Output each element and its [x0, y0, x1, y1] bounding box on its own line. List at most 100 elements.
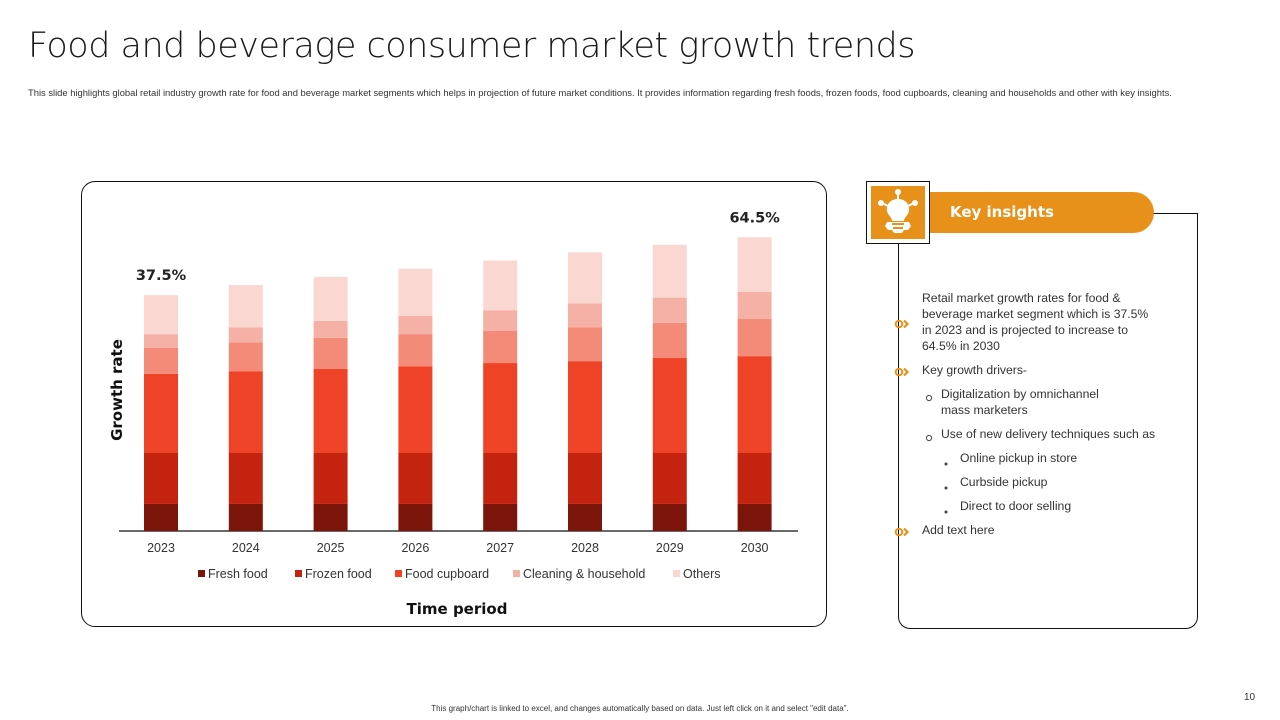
chart-card[interactable]: 2023 2024 2025 2026 2027 2028 2029 2030 37.5% 64.… — [81, 181, 827, 627]
insight-text: Direct to door selling — [960, 498, 1071, 514]
orange-chevron-bullet-icon — [894, 365, 910, 377]
insights-header-label: Key insights — [950, 203, 1054, 221]
insight-text-line: Digitalization by omnichannel — [941, 387, 1099, 401]
bar-segment-others[interactable] — [652, 244, 687, 298]
bar-segment-cleaning_household[interactable] — [568, 303, 602, 328]
bar-segment-food_cupboard[interactable] — [313, 368, 348, 454]
slide-title: Food and beverage consumer market growth… — [28, 26, 915, 66]
bar-segment-fresh_food[interactable] — [313, 503, 348, 531]
legend-label[interactable]: Frozen food — [305, 567, 372, 581]
bar-segment-frozen_food[interactable] — [313, 453, 348, 504]
bar-segment-food_cupboard[interactable] — [737, 356, 772, 454]
bar-segment-others[interactable] — [568, 252, 602, 304]
bar-segment-unlabeled[interactable] — [398, 334, 433, 367]
bar-segment-fresh_food[interactable] — [228, 503, 263, 531]
bar-segment-cleaning_household[interactable] — [483, 310, 518, 331]
bar-segment-frozen_food[interactable] — [737, 453, 772, 504]
x-tick-label: 2030 — [741, 541, 769, 555]
bar-segment-frozen_food[interactable] — [398, 453, 433, 504]
bar-segment-frozen_food[interactable] — [144, 453, 178, 504]
insight-text-line: Online pickup in store — [960, 451, 1078, 465]
bar-segment-others[interactable] — [228, 285, 263, 328]
bar-segment-frozen_food[interactable] — [652, 453, 687, 504]
bar-segment-cleaning_household[interactable] — [652, 297, 687, 323]
bar-segment-frozen_food[interactable] — [228, 453, 263, 504]
bar-segment-fresh_food[interactable] — [398, 503, 433, 531]
legend-swatch — [673, 570, 680, 577]
insight-text: Online pickup in store — [960, 450, 1077, 466]
page-number: 10 — [1244, 692, 1256, 703]
bar-segment-unlabeled[interactable] — [313, 337, 348, 369]
lightbulb-gear-icon — [878, 189, 918, 233]
footer-note: This graph/chart is linked to excel, and… — [0, 704, 1280, 713]
legend-label[interactable]: Others — [683, 567, 721, 581]
hollow-circle-bullet-icon — [925, 390, 941, 402]
x-tick-label: 2026 — [401, 541, 429, 555]
legend-label[interactable]: Cleaning & household — [523, 567, 645, 581]
bar-segment-fresh_food[interactable] — [652, 503, 687, 531]
bar-segment-fresh_food[interactable] — [737, 503, 772, 531]
insights-card — [898, 213, 1198, 629]
dot-bullet-icon — [943, 455, 959, 466]
bar-segment-cleaning_household[interactable] — [398, 315, 433, 335]
bar-segment-unlabeled[interactable] — [568, 327, 602, 362]
y-axis-title: Growth rate — [108, 339, 126, 441]
bar-segment-unlabeled[interactable] — [483, 330, 518, 364]
legend-label[interactable]: Fresh food — [208, 567, 268, 581]
insights-icon-box — [866, 181, 930, 244]
bar-segment-fresh_food[interactable] — [483, 503, 518, 531]
insight-text-line: Curbside pickup — [960, 475, 1048, 489]
insight-text: Use of new delivery techniques such as — [941, 426, 1155, 442]
bar-segment-others[interactable] — [398, 268, 433, 316]
bar-segment-fresh_food[interactable] — [568, 503, 602, 531]
insight-text-line: Direct to door selling — [960, 499, 1072, 513]
bar-segment-food_cupboard[interactable] — [228, 371, 263, 454]
dot-bullet-icon — [943, 503, 959, 514]
insight-text-line: mass marketers — [941, 403, 1028, 417]
insight-text-line: beverage market segment which is 37.5% — [922, 307, 1149, 321]
insight-text: Digitalization by omnichannel mass market… — [941, 386, 1099, 418]
bar-segment-food_cupboard[interactable] — [144, 373, 178, 454]
insights-header: Key insights — [928, 192, 1154, 233]
bar-segment-cleaning_household[interactable] — [228, 327, 263, 343]
orange-chevron-bullet-icon — [894, 525, 910, 537]
bar-segment-food_cupboard[interactable] — [652, 358, 687, 454]
stacked-bar-chart[interactable]: 2023 2024 2025 2026 2027 2028 2029 2030 37.5% 64.… — [82, 182, 828, 628]
data-label: 37.5% — [136, 268, 187, 284]
legend-swatch — [295, 570, 302, 577]
insight-text-line: in 2023 and is projected to increase to — [922, 323, 1128, 337]
insight-text-line: 64.5% in 2030 — [922, 339, 1000, 353]
orange-chevron-bullet-icon — [894, 317, 910, 329]
insight-text-line: Key growth drivers- — [922, 363, 1027, 377]
bar-segment-food_cupboard[interactable] — [483, 363, 518, 454]
bar-segment-others[interactable] — [737, 237, 772, 292]
bar-segment-cleaning_household[interactable] — [144, 334, 178, 348]
bar-segment-frozen_food[interactable] — [568, 453, 602, 504]
bar-segment-food_cupboard[interactable] — [568, 361, 602, 454]
insight-text-line: Add text here — [922, 523, 995, 537]
bar-segment-unlabeled[interactable] — [144, 347, 178, 374]
insight-text: Key growth drivers- — [922, 362, 1027, 378]
bar-segment-fresh_food[interactable] — [144, 503, 178, 531]
bar-segment-others[interactable] — [144, 295, 178, 335]
bar-segment-cleaning_household[interactable] — [737, 291, 772, 320]
x-tick-label: 2028 — [571, 541, 599, 555]
bar-segment-unlabeled[interactable] — [652, 322, 687, 359]
legend-label[interactable]: Food cupboard — [405, 567, 489, 581]
bar-segment-frozen_food[interactable] — [483, 453, 518, 504]
insight-text: Retail market growth rates for food & bev… — [922, 290, 1148, 354]
insights-card-top-border — [1150, 213, 1198, 214]
x-tick-label: 2025 — [317, 541, 345, 555]
bar-segment-others[interactable] — [313, 276, 348, 321]
x-tick-label: 2023 — [147, 541, 175, 555]
bar-segment-unlabeled[interactable] — [737, 319, 772, 357]
bar-segment-cleaning_household[interactable] — [313, 320, 348, 338]
slide-subtitle: This slide highlights global retail indu… — [28, 87, 1172, 98]
bar-segment-unlabeled[interactable] — [228, 342, 263, 372]
bar-segment-others[interactable] — [483, 260, 518, 311]
bar-segment-food_cupboard[interactable] — [398, 366, 433, 454]
footer-note-text: This graph/chart is linked to excel, and… — [431, 704, 849, 713]
insight-text-line: Use of new delivery techniques such as — [941, 427, 1156, 441]
insight-text: Curbside pickup — [960, 474, 1047, 490]
legend-swatch — [395, 570, 402, 577]
